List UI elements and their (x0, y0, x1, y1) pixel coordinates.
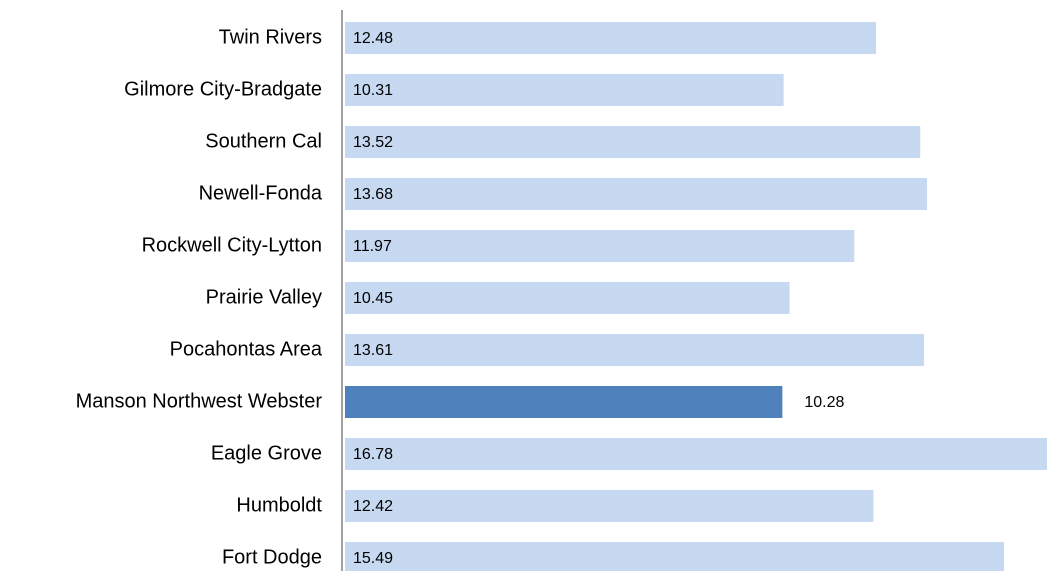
value-label: 12.42 (353, 498, 393, 515)
value-label: 16.78 (353, 446, 393, 463)
bar (345, 22, 876, 54)
bar (345, 386, 783, 418)
bar (345, 334, 925, 366)
value-label: 13.52 (353, 134, 393, 151)
bar (345, 230, 855, 262)
value-label: 12.48 (353, 30, 393, 47)
category-label: Manson Northwest Webster (76, 390, 323, 412)
category-label: Fort Dodge (222, 546, 322, 568)
bar (345, 490, 874, 522)
value-label: 10.28 (804, 394, 844, 411)
bar (345, 542, 1005, 571)
bar (345, 282, 790, 314)
bar (345, 178, 928, 210)
value-label: 10.31 (353, 82, 393, 99)
category-label: Southern Cal (205, 130, 322, 152)
bar (345, 126, 921, 158)
value-label: 10.45 (353, 290, 393, 307)
category-label: Humboldt (236, 494, 322, 516)
category-label: Eagle Grove (211, 442, 322, 464)
category-label: Pocahontas Area (170, 338, 323, 360)
bar (345, 438, 1047, 470)
value-label: 13.68 (353, 186, 393, 203)
category-label: Rockwell City-Lytton (142, 234, 322, 256)
category-label: Newell-Fonda (199, 182, 323, 204)
value-label: 11.97 (353, 238, 392, 255)
value-label: 15.49 (353, 550, 393, 567)
category-label: Prairie Valley (206, 286, 322, 308)
value-label: 13.61 (353, 342, 393, 359)
category-label: Twin Rivers (219, 26, 322, 48)
category-label: Gilmore City-Bradgate (124, 78, 322, 100)
bar (345, 74, 784, 106)
